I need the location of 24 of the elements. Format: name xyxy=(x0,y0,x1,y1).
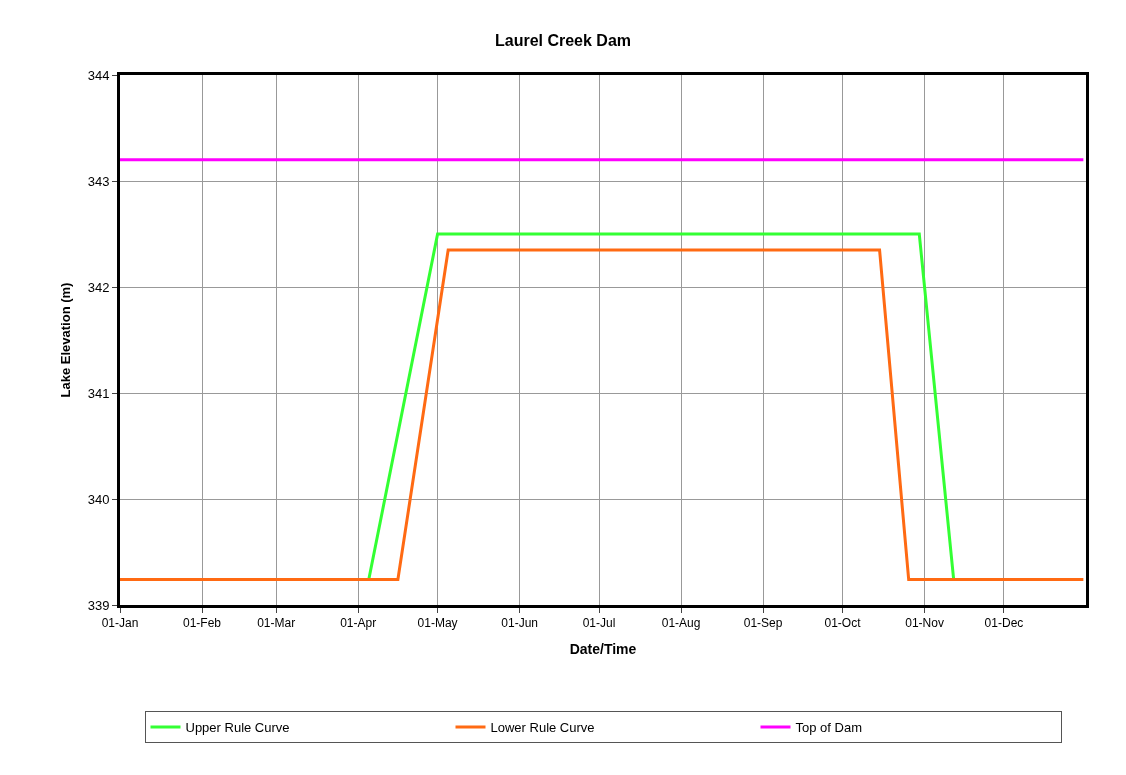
legend-label: Upper Rule Curve xyxy=(185,720,290,736)
y-tick-label: 341 xyxy=(87,385,110,401)
legend-label: Lower Rule Curve xyxy=(490,720,595,736)
x-tick-label: 01-Dec xyxy=(984,616,1024,631)
chart-title: Laurel Creek Dam xyxy=(494,32,632,50)
x-tick-label: 01-Jun xyxy=(501,616,538,631)
x-tick-label: 01-Sep xyxy=(743,616,783,631)
x-tick-label: 01-Apr xyxy=(340,616,377,631)
x-axis-title: Date/Time xyxy=(569,640,637,657)
y-tick-label: 344 xyxy=(87,67,110,83)
x-tick-label: 01-Feb xyxy=(183,616,222,631)
x-tick-label: 01-Jul xyxy=(582,616,616,631)
x-tick-label: 01-Oct xyxy=(824,616,862,631)
y-tick-label: 342 xyxy=(87,279,110,295)
x-tick-label: 01-May xyxy=(417,616,458,631)
y-axis-title: Lake Elevation (m) xyxy=(57,282,73,398)
y-tick-label: 343 xyxy=(87,173,110,189)
x-tick-label: 01-Aug xyxy=(661,616,701,631)
legend-label: Top of Dam xyxy=(795,720,862,736)
y-tick-label: 339 xyxy=(87,597,110,613)
x-tick-label: 01-Jan xyxy=(101,616,139,631)
y-tick-label: 340 xyxy=(87,491,110,507)
x-tick-label: 01-Nov xyxy=(905,616,944,631)
x-tick-label: 01-Mar xyxy=(257,616,296,631)
